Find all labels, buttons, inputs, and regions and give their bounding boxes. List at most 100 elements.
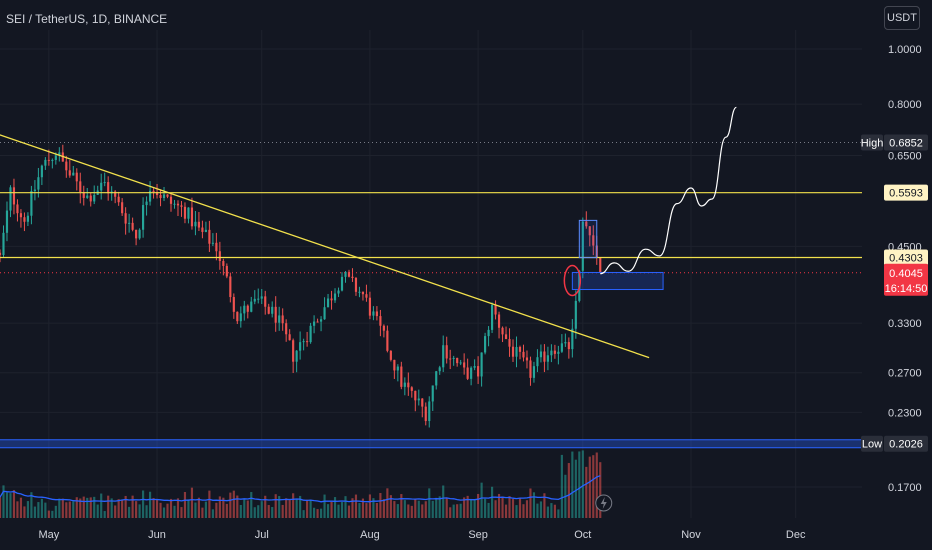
- candle-body: [79, 181, 82, 192]
- currency-button[interactable]: USDT: [884, 6, 920, 30]
- volume-bar: [599, 462, 602, 518]
- volume-bar: [72, 501, 75, 518]
- volume-bar: [51, 510, 54, 518]
- candle-body: [560, 343, 563, 352]
- volume-bar: [30, 492, 33, 518]
- current-price-tag: 0.4045 16:14:50: [884, 263, 928, 296]
- candle-body: [197, 221, 201, 228]
- candle-body: [445, 345, 448, 359]
- volume-bar: [61, 498, 64, 518]
- volume-bar: [557, 509, 560, 518]
- candle-body: [82, 191, 85, 198]
- candle-body: [463, 362, 466, 368]
- descending-trendline: [0, 134, 650, 359]
- candle-body: [522, 351, 525, 358]
- volume-bar: [585, 466, 588, 518]
- volume-bar: [393, 501, 396, 518]
- volume-bar: [536, 503, 539, 518]
- volume-bar: [389, 495, 392, 518]
- volume-bar: [274, 494, 277, 518]
- candle-body: [546, 355, 549, 362]
- volume-bar: [40, 498, 43, 518]
- volume-bar: [142, 490, 145, 518]
- symbol-title[interactable]: SEI / TetherUS, 1D, BINANCE: [6, 12, 168, 26]
- volume-bar: [292, 493, 295, 518]
- volume-bar: [246, 500, 249, 518]
- candle-body: [421, 398, 424, 407]
- volume-bar: [414, 499, 417, 518]
- volume-bar: [333, 497, 337, 518]
- volume-bar: [148, 491, 152, 518]
- volume-bar: [257, 505, 260, 518]
- volume-bar: [508, 496, 511, 518]
- candle-body: [599, 257, 602, 273]
- volume-bar: [222, 497, 225, 518]
- candle-body: [459, 362, 462, 364]
- volume-bar: [37, 502, 40, 518]
- candle-body: [571, 328, 574, 350]
- volume-bar: [89, 497, 92, 518]
- volume-bar: [358, 503, 361, 518]
- candle-body: [515, 347, 518, 357]
- volume-bar: [571, 451, 574, 518]
- candle-body: [169, 196, 173, 204]
- month-label: Jun: [148, 529, 166, 541]
- candle-body: [30, 191, 33, 216]
- volume-bar: [459, 503, 462, 518]
- candle-body: [306, 341, 309, 343]
- volume-bar: [487, 502, 490, 518]
- candle-body: [75, 172, 78, 182]
- volume-bar: [539, 501, 543, 518]
- volume-bar: [180, 507, 183, 518]
- volume-bar: [5, 492, 9, 518]
- volume-bar: [490, 486, 494, 518]
- volume-bar: [190, 487, 194, 518]
- candle-body: [44, 159, 47, 166]
- volume-bar: [253, 507, 256, 518]
- volume-bar: [267, 505, 270, 518]
- volume-bar: [354, 494, 358, 518]
- high-value-bg: [884, 134, 928, 151]
- candle-body: [152, 190, 155, 193]
- candle-body: [173, 203, 176, 205]
- candle-body: [58, 152, 61, 156]
- candle-body: [135, 229, 138, 239]
- volume-bar: [131, 495, 134, 518]
- volume-bar: [463, 497, 466, 518]
- candle-body: [89, 195, 92, 202]
- candle-body: [16, 204, 19, 214]
- candle-body: [278, 315, 281, 323]
- volume-bar: [428, 488, 431, 518]
- volume-bar: [574, 459, 577, 518]
- candle-body: [382, 325, 385, 331]
- candle-body: [274, 306, 277, 323]
- candle-body: [68, 170, 71, 176]
- candle-body: [536, 357, 539, 367]
- volume-bar: [480, 482, 483, 518]
- candle-body: [72, 172, 75, 176]
- volume-bar: [54, 505, 57, 518]
- candle-body: [313, 321, 316, 326]
- low-value: 0.2026: [889, 439, 923, 451]
- volume-bar: [351, 498, 354, 518]
- candle-body: [222, 261, 225, 266]
- candle-body: [508, 339, 511, 347]
- volume-bar: [375, 503, 378, 518]
- volume-bar: [218, 496, 221, 518]
- candle-body: [264, 296, 267, 307]
- candle-body: [466, 367, 469, 379]
- volume-bar: [379, 492, 382, 518]
- volume-bar: [47, 510, 50, 518]
- high-value: 0.6852: [889, 137, 923, 149]
- volume-bar: [271, 507, 274, 518]
- month-label: Jul: [255, 529, 269, 541]
- candle-body: [543, 351, 546, 362]
- volume-bar: [361, 498, 365, 518]
- candle-body: [511, 346, 515, 357]
- volume-bar: [229, 492, 232, 518]
- volume-bar: [347, 505, 351, 518]
- candle-body: [26, 215, 30, 222]
- breakout-circle: [563, 264, 582, 297]
- volume-bar: [176, 498, 180, 518]
